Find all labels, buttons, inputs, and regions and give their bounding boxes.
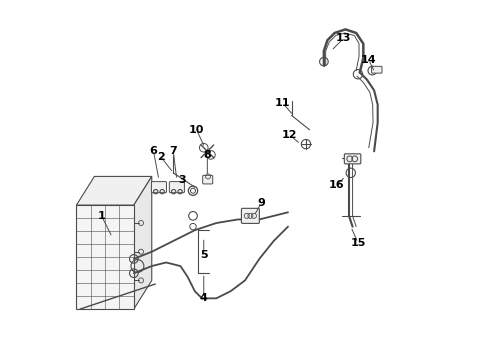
FancyBboxPatch shape: [242, 208, 259, 224]
FancyBboxPatch shape: [170, 181, 184, 193]
Text: 7: 7: [170, 146, 177, 156]
Text: 14: 14: [361, 55, 376, 65]
Text: 13: 13: [336, 33, 351, 43]
Text: 10: 10: [189, 125, 204, 135]
Text: 15: 15: [350, 238, 366, 248]
Text: 8: 8: [203, 150, 211, 160]
FancyBboxPatch shape: [371, 66, 382, 73]
Text: 1: 1: [98, 211, 105, 221]
Text: 16: 16: [329, 180, 344, 190]
Text: 4: 4: [200, 293, 208, 303]
Polygon shape: [76, 176, 152, 205]
Text: 6: 6: [149, 146, 157, 156]
Text: 2: 2: [157, 152, 165, 162]
Text: 9: 9: [257, 198, 265, 208]
Text: 3: 3: [178, 175, 186, 185]
Polygon shape: [76, 205, 134, 309]
FancyBboxPatch shape: [151, 181, 167, 193]
Text: 11: 11: [275, 98, 291, 108]
Text: 12: 12: [282, 130, 297, 140]
FancyBboxPatch shape: [344, 154, 361, 164]
FancyBboxPatch shape: [203, 175, 213, 184]
Text: 5: 5: [200, 250, 208, 260]
Polygon shape: [134, 176, 152, 309]
